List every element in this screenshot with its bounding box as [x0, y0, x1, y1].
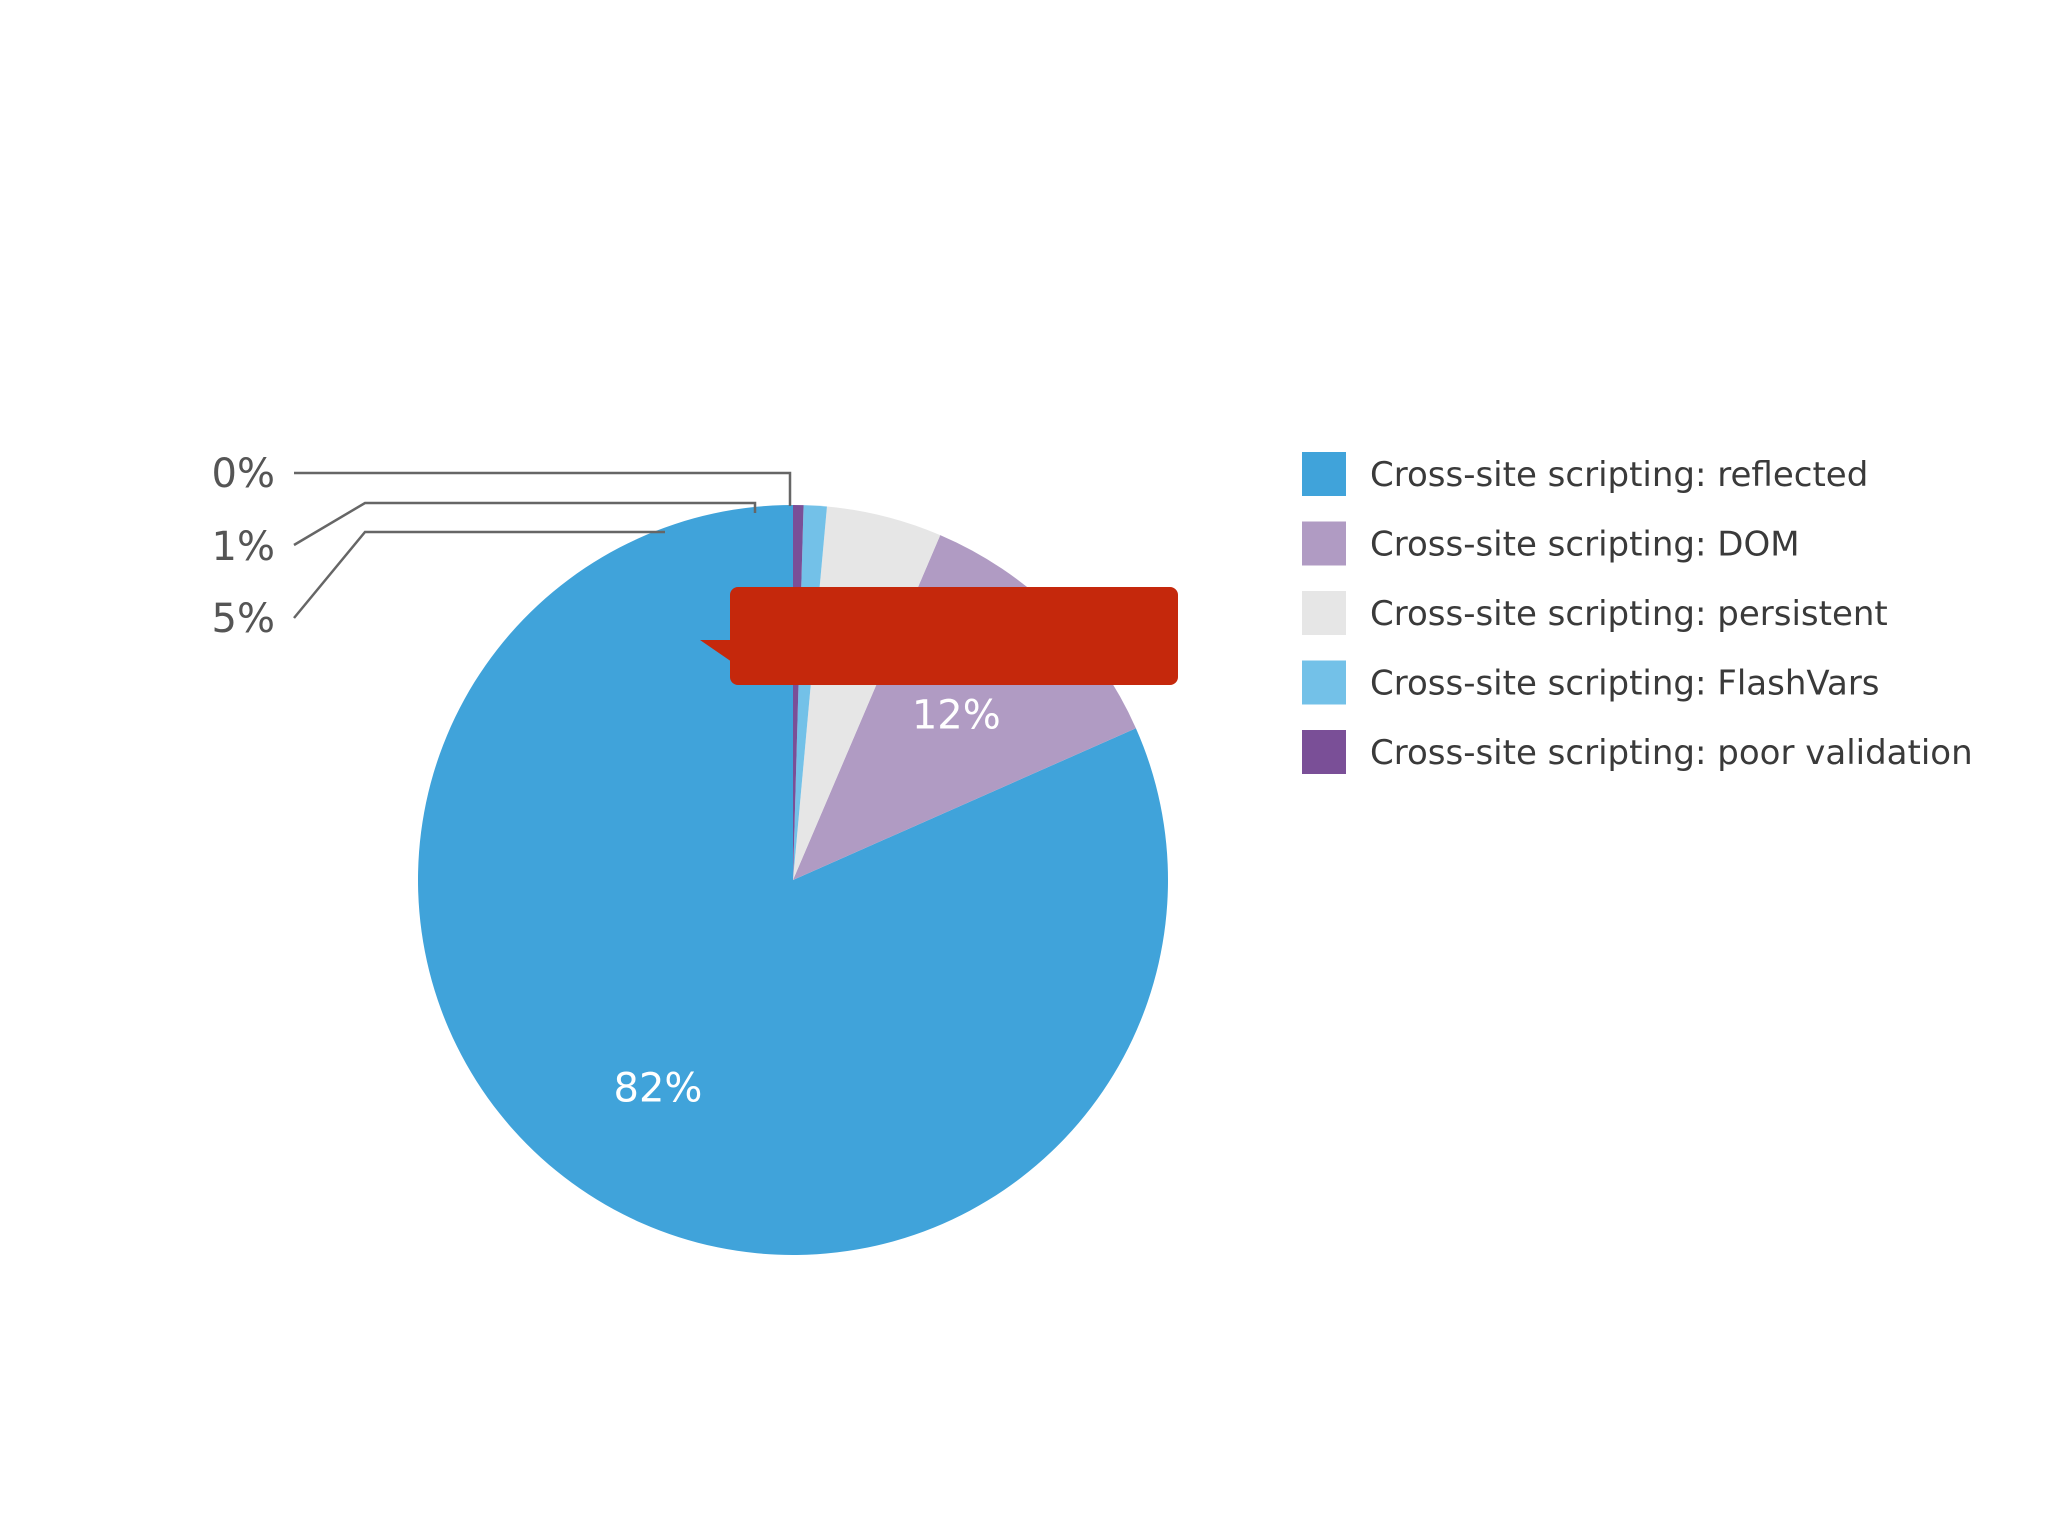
leader-line-0pct — [294, 471, 792, 506]
legend-swatch-1 — [1302, 521, 1346, 566]
legend-swatch-4 — [1302, 730, 1346, 774]
slice-label-3: 1% — [212, 524, 275, 570]
leader-line-5pct — [293, 530, 665, 619]
pie-slice-0 — [418, 505, 1168, 1255]
legend-label-0: Cross-site scripting: reflected — [1370, 455, 1868, 495]
slice-labels: 82% 12% 5% 1% 0% — [212, 451, 1001, 1111]
legend: Cross-site scripting: reflected Cross-sit… — [1302, 452, 1973, 774]
leader-lines — [293, 471, 792, 619]
callout-pointer — [700, 618, 732, 662]
legend-label-3: Cross-site scripting: FlashVars — [1370, 664, 1880, 704]
slice-label-1: 12% — [912, 693, 1001, 739]
legend-label-1: Cross-site scripting: DOM — [1370, 525, 1800, 565]
legend-swatch-3 — [1302, 660, 1346, 705]
legend-label-4: Cross-site scripting: poor validation — [1370, 733, 1973, 773]
slice-label-2: 5% — [212, 596, 275, 642]
legend-swatch-0 — [1302, 452, 1346, 496]
slice-label-4: 0% — [212, 451, 275, 497]
leader-line-1pct — [293, 501, 757, 547]
slice-label-0: 82% — [614, 1065, 703, 1111]
legend-label-2: Cross-site scripting: persistent — [1370, 594, 1888, 634]
callout-rect — [730, 587, 1178, 685]
legend-swatch-2 — [1302, 591, 1346, 635]
callout-box — [700, 587, 1178, 685]
